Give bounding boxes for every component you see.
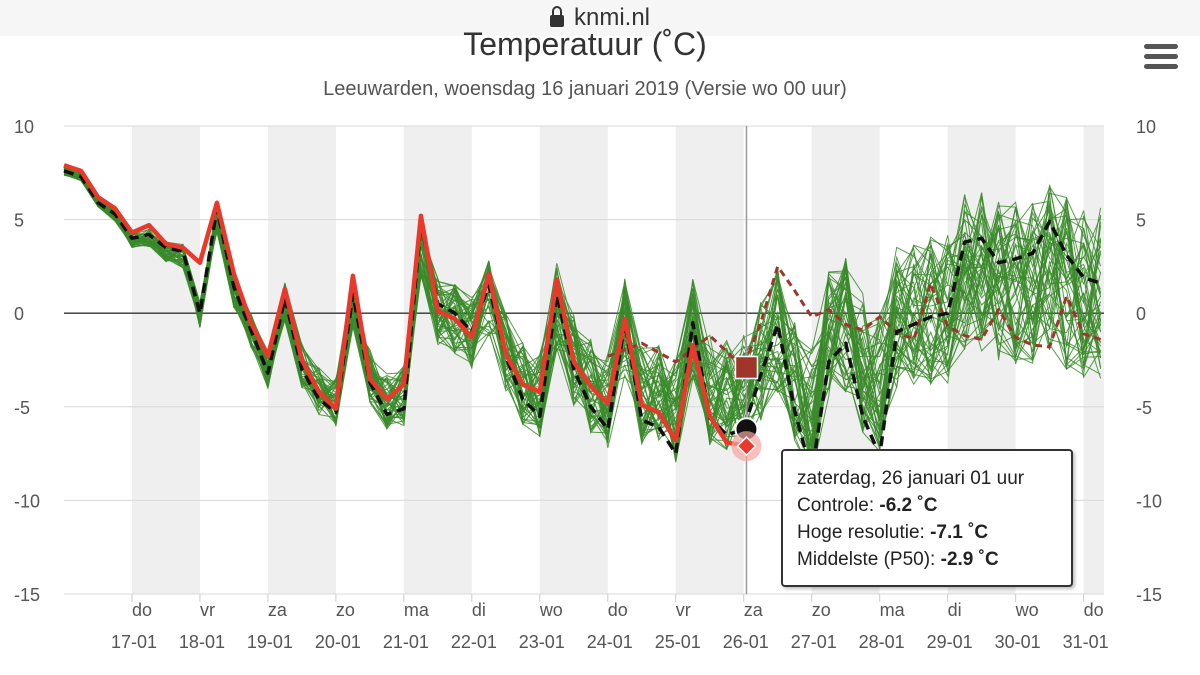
ensemble-member-line bbox=[63, 166, 1102, 445]
x-tick-date: 31-01 bbox=[1063, 632, 1109, 652]
y-tick-label-right: 10 bbox=[1136, 117, 1156, 137]
marker-p50 bbox=[734, 355, 759, 380]
x-tick-day: vr bbox=[676, 600, 691, 620]
y-tick-label-left: 5 bbox=[14, 211, 24, 231]
x-tick-day: di bbox=[472, 600, 486, 620]
x-tick-day: zo bbox=[336, 600, 355, 620]
x-tick-day: ma bbox=[880, 600, 906, 620]
y-tick-label-left: 0 bbox=[14, 304, 24, 324]
browser-url-bar[interactable]: knmi.nl bbox=[0, 0, 1200, 36]
y-tick-label-left: -5 bbox=[14, 398, 30, 418]
x-tick-day: za bbox=[744, 600, 764, 620]
x-tick-date: 29-01 bbox=[927, 632, 973, 652]
x-tick-day: wo bbox=[1015, 600, 1039, 620]
chart-title: Temperatuur (˚C) bbox=[463, 26, 707, 62]
x-tick-day: za bbox=[268, 600, 288, 620]
ensemble-member-line bbox=[63, 168, 1102, 449]
x-tick-date: 30-01 bbox=[995, 632, 1041, 652]
x-tick-date: 24-01 bbox=[587, 632, 633, 652]
x-tick-date: 28-01 bbox=[859, 632, 905, 652]
x-tick-date: 27-01 bbox=[791, 632, 837, 652]
tooltip-row-hoge-resolutie: Hoge resolutie: -7.1 ˚C bbox=[797, 522, 989, 543]
y-tick-label-left: -10 bbox=[14, 491, 40, 511]
chart-menu-icon[interactable] bbox=[1144, 44, 1178, 70]
y-tick-label-right: 0 bbox=[1136, 304, 1146, 324]
y-tick-label-right: -15 bbox=[1136, 585, 1162, 605]
x-tick-date: 26-01 bbox=[723, 632, 769, 652]
x-tick-day: wo bbox=[539, 600, 563, 620]
y-tick-label-left: 10 bbox=[14, 117, 34, 137]
marker-hoge-resolutie bbox=[736, 436, 757, 457]
y-tick-label-right: -10 bbox=[1136, 491, 1162, 511]
x-tick-date: 17-01 bbox=[111, 632, 157, 652]
series-line-hoge-resolutie bbox=[63, 163, 747, 449]
chart-subtitle: Leeuwarden, woensdag 16 januari 2019 (Ve… bbox=[323, 78, 847, 100]
x-tick-day: vr bbox=[200, 600, 215, 620]
ensemble-member-line bbox=[63, 168, 1102, 432]
x-tick-day: di bbox=[948, 600, 962, 620]
x-tick-day: do bbox=[132, 600, 152, 620]
x-tick-day: ma bbox=[404, 600, 430, 620]
x-tick-day: do bbox=[608, 600, 628, 620]
x-tick-date: 22-01 bbox=[451, 632, 497, 652]
day-band bbox=[403, 126, 472, 594]
x-tick-date: 20-01 bbox=[315, 632, 361, 652]
ensemble-member-line bbox=[63, 171, 1102, 442]
chart-tooltip: zaterdag, 26 januari 01 uur Controle: -6… bbox=[781, 449, 1073, 587]
y-tick-label-right: 5 bbox=[1136, 211, 1146, 231]
x-tick-date: 19-01 bbox=[247, 632, 293, 652]
x-tick-date: 21-01 bbox=[383, 632, 429, 652]
x-tick-date: 23-01 bbox=[519, 632, 565, 652]
y-tick-label-right: -5 bbox=[1136, 398, 1152, 418]
tooltip-heading: zaterdag, 26 januari 01 uur bbox=[797, 468, 1025, 489]
tooltip-row-controle: Controle: -6.2 ˚C bbox=[797, 495, 938, 516]
x-tick-date: 25-01 bbox=[655, 632, 701, 652]
day-band bbox=[131, 126, 200, 594]
x-tick-day: do bbox=[1084, 600, 1104, 620]
y-tick-label-left: -15 bbox=[14, 585, 40, 605]
x-tick-date: 18-01 bbox=[179, 632, 225, 652]
tooltip-row-p50: Middelste (P50): -2.9 ˚C bbox=[797, 549, 999, 570]
x-tick-day: zo bbox=[812, 600, 831, 620]
url-text: knmi.nl bbox=[573, 4, 651, 31]
lock-icon bbox=[549, 6, 564, 27]
series-line-controle bbox=[63, 169, 1102, 476]
